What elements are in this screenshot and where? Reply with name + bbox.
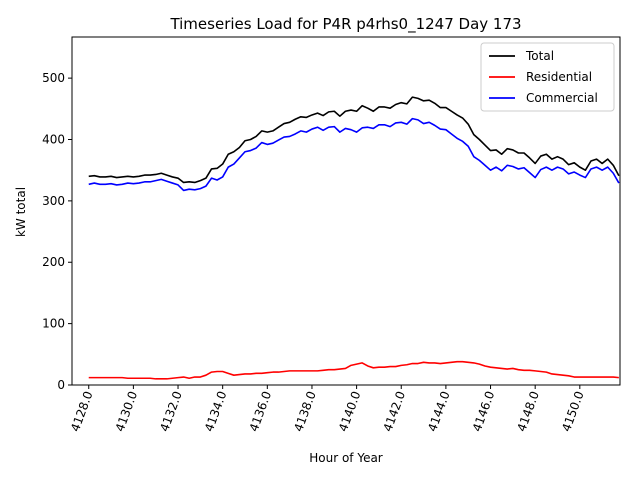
y-tick-label: 400	[42, 132, 65, 146]
y-axis-label: kW total	[14, 187, 28, 237]
legend-label-commercial: Commercial	[526, 91, 598, 105]
chart-title: Timeseries Load for P4R p4rhs0_1247 Day …	[169, 15, 521, 34]
legend-box	[480, 42, 615, 112]
series-line-residential	[88, 360, 619, 380]
y-tick-label: 200	[42, 255, 65, 269]
y-tick-label: 100	[42, 317, 65, 331]
y-tick-label: 500	[42, 71, 65, 85]
axes-frame	[71, 36, 621, 386]
legend: Total Residential Commercial	[480, 42, 615, 112]
y-tick-label: 300	[42, 194, 65, 208]
legend-label-total: Total	[525, 49, 554, 63]
series-line-total	[88, 96, 620, 184]
series-layer	[88, 96, 620, 380]
y-tick-label: 0	[57, 378, 65, 392]
x-axis-label: Hour of Year	[309, 451, 383, 465]
series-line-commercial	[88, 117, 620, 192]
legend-label-residential: Residential	[526, 70, 592, 84]
